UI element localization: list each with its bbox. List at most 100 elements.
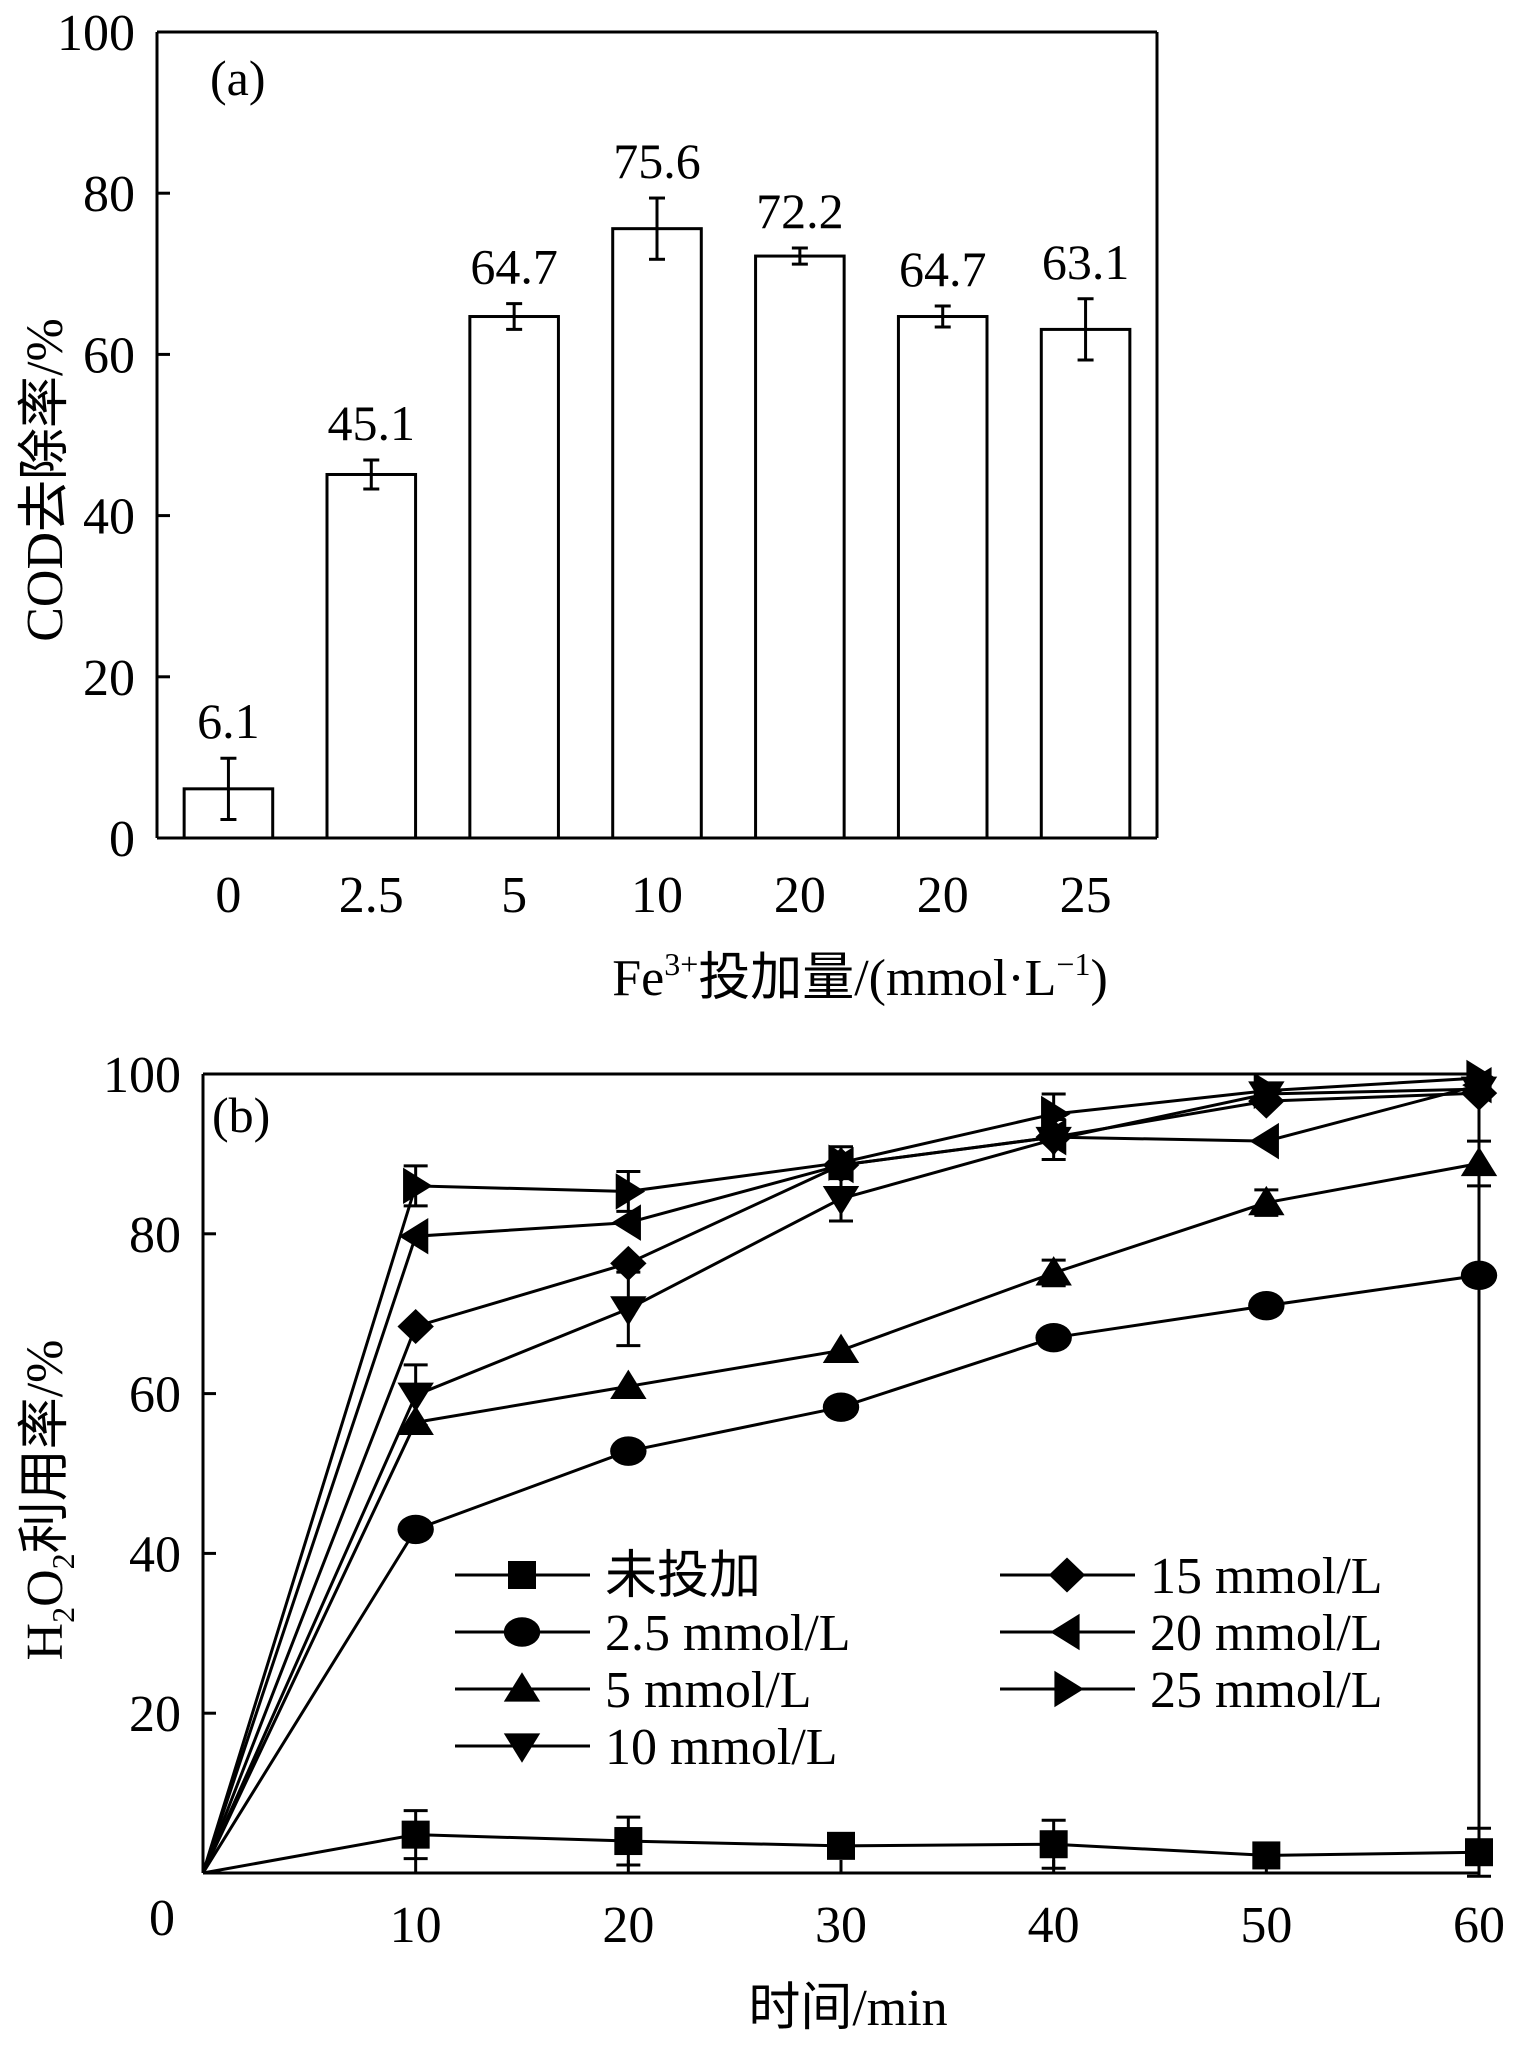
x-tick-label: 10: [631, 867, 683, 924]
legend-label: 未投加: [605, 1548, 761, 1605]
x-tick-label: 5: [501, 867, 527, 924]
circle-marker: [1035, 1322, 1072, 1353]
legend-label: 5 mmol/L: [605, 1662, 812, 1719]
square-marker: [1465, 1838, 1493, 1867]
bar-value-label: 64.7: [470, 239, 558, 295]
triangle-right-marker: [1041, 1095, 1071, 1133]
y-title-sub-2: 2: [45, 1553, 81, 1569]
x-tick-label: 2.5: [339, 867, 404, 924]
bar: [1039, 327, 1132, 840]
series-triangle-right: [201, 1059, 1496, 1874]
square-marker: [1039, 1830, 1068, 1859]
square-marker: [614, 1827, 643, 1856]
circle-marker: [610, 1436, 647, 1466]
x-tick-label: 20: [917, 867, 969, 924]
y-tick-label: 80: [129, 1207, 181, 1264]
x-title-prefix: Fe: [612, 950, 664, 1007]
legend-label: 15 mmol/L: [1150, 1548, 1383, 1605]
diamond-marker: [610, 1245, 647, 1281]
x-tick-label: 40: [1028, 1897, 1080, 1954]
x-tick-label: 30: [815, 1897, 867, 1954]
y-tick-label: 0: [109, 811, 135, 868]
triangle-up-marker: [1248, 1185, 1285, 1216]
x-tick-label: 10: [390, 1897, 442, 1954]
triangle-up-marker: [610, 1369, 647, 1400]
triangle-right-marker: [828, 1144, 858, 1181]
y-tick-label: 100: [57, 5, 135, 62]
triangle-left-marker: [1050, 1613, 1080, 1651]
diamond-marker: [1048, 1557, 1086, 1593]
circle-marker: [822, 1392, 860, 1422]
series-line: [201, 1162, 1480, 1874]
y-title-rest: 利用率/%: [17, 1340, 74, 1554]
bar: [896, 315, 989, 840]
triangle-right-marker: [1466, 1059, 1496, 1097]
bar-value-label: 75.6: [613, 133, 701, 189]
y-tick-label: 100: [103, 1047, 181, 1104]
legend-label: 10 mmol/L: [605, 1719, 838, 1776]
y-title-o: O: [17, 1569, 74, 1607]
circle-marker: [397, 1514, 434, 1545]
y-tick-label: 60: [83, 327, 135, 384]
legend-label: 2.5 mmol/L: [605, 1605, 851, 1662]
x-title-superscript: 3+: [664, 946, 698, 982]
triangle-down-marker: [610, 1296, 647, 1326]
y-title-sub-1: 2: [45, 1607, 81, 1623]
y-tick-label: 60: [129, 1367, 181, 1424]
triangle-up-marker: [1035, 1256, 1072, 1286]
bar-value-label: 64.7: [899, 241, 987, 297]
circle-marker: [1248, 1291, 1285, 1321]
y-tick-label: 20: [83, 650, 135, 707]
series-triangle-up: [201, 1139, 1498, 1874]
square-marker: [508, 1561, 536, 1589]
triangle-down-marker: [397, 1382, 434, 1412]
triangle-down-marker: [822, 1186, 860, 1216]
x-title-suffix: ): [1090, 950, 1107, 1007]
circle-marker: [1460, 1260, 1498, 1291]
triangle-left-marker: [1036, 1118, 1067, 1156]
panel-a-x-axis-title: Fe3+投加量/(mmol·L−1): [612, 946, 1108, 1007]
triangle-up-marker: [822, 1333, 860, 1364]
triangle-down-marker: [503, 1733, 541, 1763]
bar: [325, 472, 418, 840]
legend-label: 20 mmol/L: [1150, 1605, 1383, 1662]
panel-b-label: (b): [212, 1087, 270, 1143]
diamond-marker: [397, 1308, 434, 1344]
panel-b-y-axis-title: H2O2利用率/%: [17, 1340, 81, 1661]
triangle-right-marker: [1054, 1670, 1084, 1708]
triangle-right-marker: [615, 1173, 646, 1210]
bar-value-label: 72.2: [756, 183, 844, 239]
x-tick-label: 0: [215, 867, 241, 924]
y-tick-label: 20: [129, 1686, 181, 1743]
square-marker: [401, 1820, 430, 1849]
triangle-left-marker: [398, 1217, 429, 1255]
triangle-up-marker: [1460, 1146, 1498, 1177]
triangle-right-marker: [403, 1167, 433, 1205]
y-tick-label: 40: [129, 1526, 181, 1583]
x-title-superscript-2: −1: [1056, 946, 1090, 982]
x-title-middle: 投加量/(mmol·L: [698, 950, 1056, 1007]
x-tick-label: 60: [1453, 1897, 1505, 1954]
y-tick-label: 40: [83, 489, 135, 546]
series-square: [202, 1809, 1493, 1878]
series-circle: [201, 1260, 1498, 1874]
triangle-left-marker: [611, 1204, 641, 1241]
bar-value-label: 63.1: [1042, 234, 1130, 290]
bar-value-label: 45.1: [328, 395, 416, 451]
bar: [468, 315, 560, 840]
x-tick-label: 50: [1240, 1897, 1292, 1954]
triangle-right-marker: [1253, 1072, 1284, 1109]
panel-b-origin-label: 0: [149, 1890, 175, 1947]
square-marker: [827, 1831, 855, 1860]
bar-value-label: 6.1: [197, 693, 260, 749]
bar: [754, 254, 846, 840]
x-tick-label: 20: [774, 867, 826, 924]
x-tick-label: 25: [1060, 867, 1112, 924]
x-tick-label: 20: [602, 1897, 654, 1954]
square-marker: [1252, 1841, 1281, 1870]
triangle-left-marker: [1249, 1122, 1279, 1160]
panel-a-label: (a): [210, 50, 266, 106]
